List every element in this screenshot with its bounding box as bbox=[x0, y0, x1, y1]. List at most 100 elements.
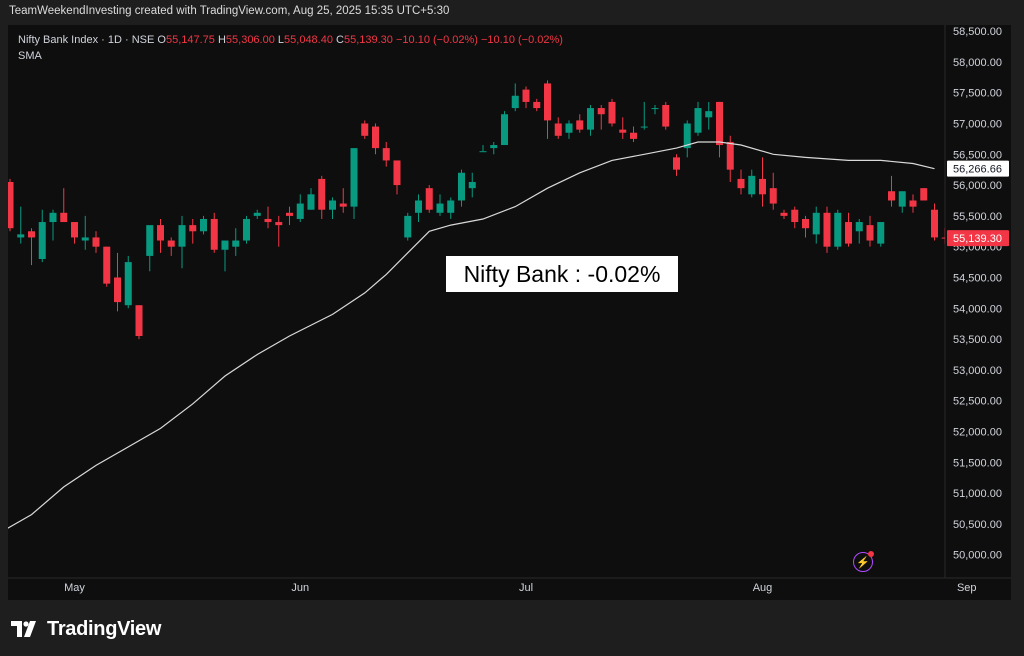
y-tick-label: 50,000.00 bbox=[953, 550, 1002, 562]
candle-body bbox=[382, 148, 390, 161]
last-price-label: 55,139.30 bbox=[953, 233, 1002, 245]
candle-body bbox=[221, 240, 229, 250]
candle-body bbox=[393, 160, 401, 186]
last-price-marker bbox=[947, 230, 1009, 247]
y-tick-label: 50,500.00 bbox=[953, 519, 1002, 531]
candle-body bbox=[92, 237, 100, 247]
candle-body bbox=[124, 262, 132, 306]
candle-body bbox=[167, 240, 175, 247]
candle-body bbox=[490, 145, 498, 149]
legend-low-value: 55,048.40 bbox=[284, 34, 333, 46]
y-tick-label: 52,500.00 bbox=[953, 396, 1002, 408]
candle-body bbox=[812, 212, 820, 235]
candle-body bbox=[780, 212, 788, 216]
candle-body bbox=[253, 212, 261, 216]
candle-body bbox=[909, 200, 917, 207]
x-tick-label: Sep bbox=[957, 582, 977, 594]
candle-body bbox=[791, 209, 799, 223]
candle-body bbox=[114, 277, 121, 303]
candle-body bbox=[533, 101, 541, 109]
candle-body bbox=[576, 120, 584, 130]
candle-body bbox=[157, 225, 164, 241]
legend-close-value: 55,139.30 bbox=[343, 34, 393, 46]
candle-body bbox=[888, 191, 895, 201]
tradingview-logo: TradingView bbox=[11, 617, 161, 641]
candle-body bbox=[759, 178, 766, 195]
candle-body bbox=[920, 188, 928, 201]
candle-body bbox=[479, 151, 487, 153]
y-tick-label: 53,500.00 bbox=[953, 334, 1002, 346]
candle-body bbox=[898, 191, 906, 207]
candle-body bbox=[726, 141, 734, 170]
y-tick-label: 58,500.00 bbox=[953, 26, 1002, 38]
legend-open-label: O bbox=[157, 34, 166, 46]
candle-body bbox=[640, 126, 648, 128]
candle-body bbox=[264, 218, 272, 223]
y-tick-label: 57,000.00 bbox=[953, 118, 1002, 130]
candle-body bbox=[630, 132, 637, 139]
candle-body bbox=[350, 148, 358, 207]
tradingview-logo-icon bbox=[11, 621, 36, 637]
candle-body bbox=[447, 200, 455, 213]
legend-low-label: L bbox=[277, 34, 285, 46]
y-tick-label: 58,000.00 bbox=[953, 57, 1002, 69]
x-tick-label: Jul bbox=[519, 582, 533, 594]
candle-body bbox=[210, 218, 218, 250]
candle-body bbox=[651, 108, 659, 110]
candle-body bbox=[17, 234, 25, 238]
candle-body bbox=[71, 222, 78, 238]
candle-body bbox=[608, 101, 616, 124]
sma-indicator-label[interactable]: SMA bbox=[18, 50, 42, 62]
alert-bolt-icon[interactable]: ⚡ bbox=[853, 551, 874, 572]
change-annotation: Nifty Bank : -0.02% bbox=[446, 256, 678, 292]
y-tick-label: 54,000.00 bbox=[953, 303, 1002, 315]
y-tick-label: 56,500.00 bbox=[953, 149, 1002, 161]
candle-body bbox=[28, 231, 35, 238]
candle-body bbox=[361, 123, 369, 136]
candle-body bbox=[802, 218, 809, 229]
candle-body bbox=[425, 188, 433, 210]
candle-body bbox=[587, 108, 594, 130]
y-tick-label: 51,000.00 bbox=[953, 488, 1002, 500]
notification-dot bbox=[868, 551, 874, 557]
legend-symbol: Nifty Bank Index · 1D · NSE bbox=[18, 34, 155, 46]
chart-pane[interactable]: 50,000.00 50,500.00 51,000.00 51,500.00 52,0… bbox=[8, 25, 1011, 600]
candle-body bbox=[458, 172, 465, 201]
sma-price-label: 56,266.66 bbox=[953, 164, 1002, 176]
candle-body bbox=[232, 240, 240, 247]
candle-body bbox=[619, 129, 627, 133]
chart-credit: TeamWeekendInvesting created with Tradin… bbox=[9, 5, 450, 17]
candle-body bbox=[877, 222, 885, 244]
candle-body bbox=[178, 225, 186, 247]
legend-high-value: 55,306.00 bbox=[225, 34, 275, 46]
candle-body bbox=[597, 108, 605, 115]
tradingview-brand: TradingView bbox=[47, 617, 162, 640]
candlestick-chart[interactable]: 50,000.00 50,500.00 51,000.00 51,500.00 52,0… bbox=[8, 25, 1011, 600]
candle-body bbox=[49, 212, 57, 223]
candle-body bbox=[189, 225, 197, 232]
candle-body bbox=[694, 108, 702, 133]
candle-body bbox=[38, 222, 46, 259]
candle-body bbox=[834, 212, 842, 247]
candle-body bbox=[683, 123, 691, 149]
candle-body bbox=[436, 203, 444, 213]
candle-body bbox=[941, 237, 945, 239]
candle-body bbox=[318, 178, 326, 210]
candle-body bbox=[135, 305, 143, 336]
x-tick-label: May bbox=[64, 582, 85, 594]
candle-body bbox=[415, 200, 422, 213]
ohlc-legend: Nifty Bank Index · 1D · NSE O55,147.75 H… bbox=[18, 34, 563, 46]
x-tick-label: Aug bbox=[753, 582, 773, 594]
candle-body bbox=[243, 218, 250, 241]
candle-body bbox=[103, 246, 111, 284]
x-tick-label: Jun bbox=[291, 582, 309, 594]
candle-body bbox=[8, 182, 14, 229]
y-tick-label: 52,000.00 bbox=[953, 426, 1002, 438]
candle-body bbox=[554, 123, 562, 136]
candle-body bbox=[501, 114, 508, 146]
candle-body bbox=[845, 222, 852, 244]
candle-body bbox=[275, 222, 283, 226]
legend-high-label: H bbox=[217, 34, 226, 46]
candle-body bbox=[544, 83, 551, 121]
legend-change: −10.10 (−0.02%) bbox=[395, 34, 478, 46]
